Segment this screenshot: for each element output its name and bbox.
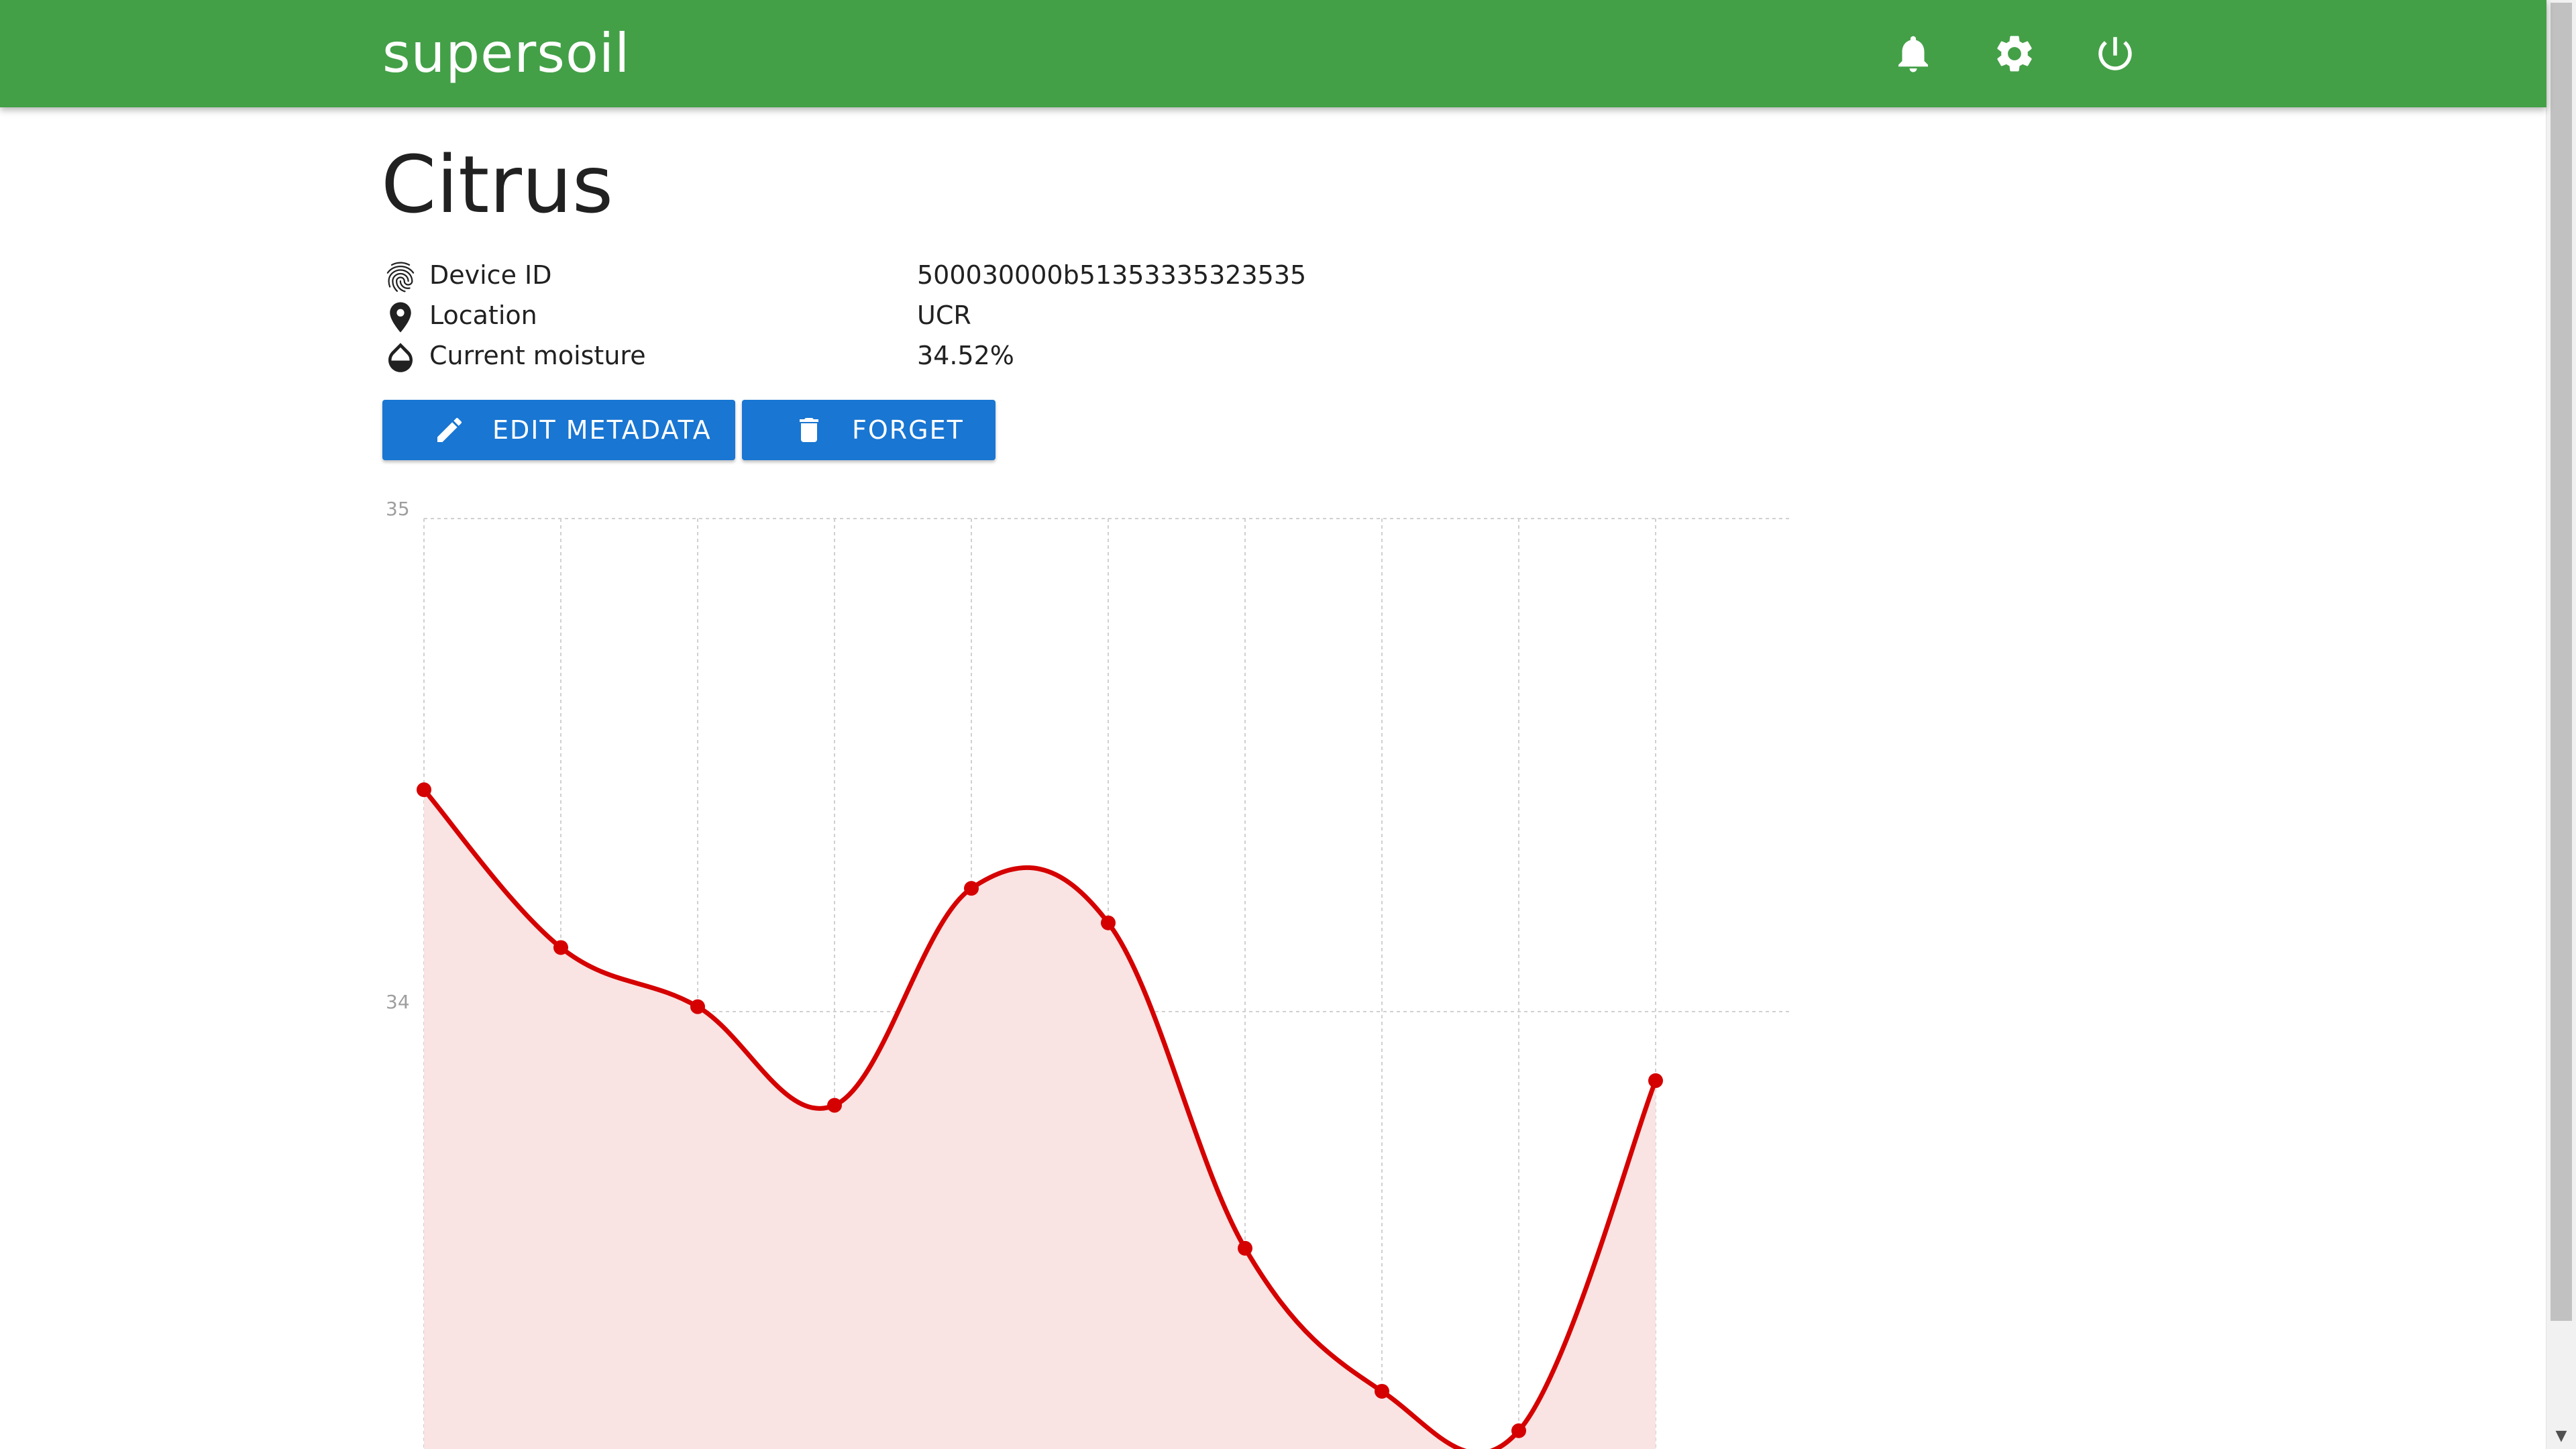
data-point bbox=[1511, 1423, 1526, 1438]
data-point bbox=[1375, 1383, 1389, 1399]
data-point bbox=[417, 782, 431, 798]
water-drop-icon bbox=[382, 339, 419, 376]
device-metadata: Device ID 500030000b51353335323535 Locat… bbox=[382, 255, 1322, 376]
y-tick-label: 34 bbox=[386, 991, 410, 1013]
page-title: Citrus bbox=[381, 138, 614, 231]
location-pin-icon bbox=[382, 299, 419, 335]
chart-points bbox=[417, 782, 1663, 1438]
brand-title[interactable]: supersoil bbox=[382, 22, 631, 85]
metadata-row-location: Location UCR bbox=[382, 295, 1322, 335]
data-point bbox=[1101, 915, 1116, 930]
gear-icon[interactable] bbox=[1981, 20, 2048, 87]
chart-y-axis: 35 34 bbox=[386, 498, 410, 1013]
forget-label: FORGET bbox=[852, 415, 964, 445]
device-actions: EDIT METADATA FORGET bbox=[382, 400, 996, 460]
location-value: UCR bbox=[917, 301, 971, 330]
pencil-icon bbox=[437, 417, 462, 442]
trash-icon bbox=[800, 418, 818, 442]
edit-metadata-label: EDIT METADATA bbox=[492, 415, 712, 445]
data-point bbox=[690, 999, 705, 1014]
data-point bbox=[553, 940, 568, 955]
metadata-label: Current moisture bbox=[429, 341, 646, 370]
device-id-value: 500030000b51353335323535 bbox=[917, 260, 1307, 290]
edit-metadata-button[interactable]: EDIT METADATA bbox=[382, 400, 735, 460]
metadata-row-device-id: Device ID 500030000b51353335323535 bbox=[382, 255, 1322, 295]
data-point bbox=[1648, 1073, 1663, 1088]
data-point bbox=[1238, 1240, 1252, 1256]
y-tick-label: 35 bbox=[386, 498, 410, 520]
power-icon[interactable] bbox=[2082, 20, 2149, 87]
scrollbar-thumb[interactable] bbox=[2551, 3, 2572, 1321]
metadata-label: Device ID bbox=[429, 260, 552, 290]
current-moisture-value: 34.52% bbox=[917, 341, 1014, 370]
moisture-chart: 35 34 bbox=[386, 498, 1791, 1449]
data-point bbox=[964, 881, 979, 896]
scroll-down-arrow-icon[interactable]: ▼ bbox=[2555, 1427, 2567, 1444]
forget-button[interactable]: FORGET bbox=[742, 400, 996, 460]
page-scrollbar[interactable]: ▼ bbox=[2546, 0, 2576, 1449]
data-point bbox=[827, 1097, 842, 1113]
metadata-label: Location bbox=[429, 301, 537, 330]
moisture-area bbox=[424, 790, 1656, 1449]
metadata-row-moisture: Current moisture 34.52% bbox=[382, 335, 1322, 376]
moisture-line bbox=[421, 787, 1658, 1449]
fingerprint-icon bbox=[382, 259, 419, 295]
app-bar: supersoil bbox=[0, 0, 2546, 107]
bell-icon[interactable] bbox=[1880, 20, 1947, 87]
